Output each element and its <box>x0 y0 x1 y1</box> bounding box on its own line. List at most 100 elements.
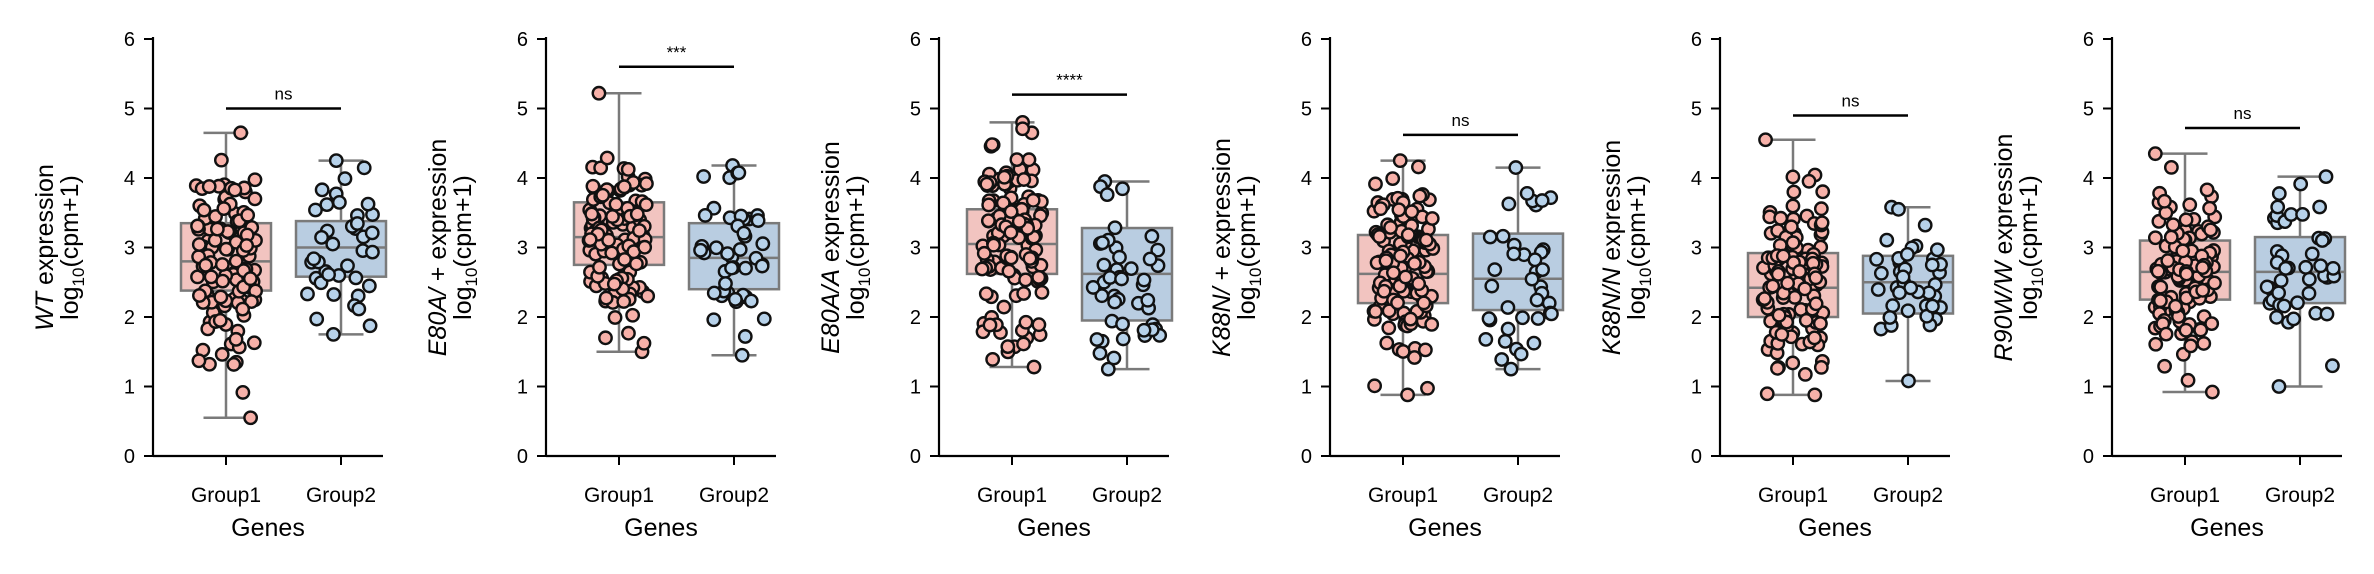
data-point <box>1786 184 1802 200</box>
data-point <box>1390 295 1405 311</box>
data-point <box>2273 273 2289 288</box>
data-point <box>1808 270 1824 286</box>
data-point <box>706 312 722 328</box>
data-point <box>1797 281 1813 297</box>
data-point <box>1808 296 1824 312</box>
data-point <box>2160 253 2176 269</box>
y-tick-label: 4 <box>1301 168 1312 190</box>
y-axis-unit-label: log10(cpm+1) <box>449 175 481 320</box>
y-tick-label: 3 <box>1301 238 1312 260</box>
data-point <box>598 330 613 346</box>
data-point <box>1404 204 1420 220</box>
data-point <box>348 270 364 286</box>
y-tick-label: 5 <box>910 99 921 121</box>
data-point <box>1385 171 1401 186</box>
data-point <box>209 221 225 237</box>
data-point <box>604 245 620 261</box>
data-point <box>1418 232 1434 248</box>
data-point <box>1500 321 1516 337</box>
data-point <box>636 335 652 351</box>
y-axis-unit-label: log10(cpm+1) <box>1233 175 1265 320</box>
data-point <box>1770 266 1786 282</box>
y-tick-label: 1 <box>517 377 528 399</box>
data-point <box>582 232 598 248</box>
data-point <box>1003 225 1019 240</box>
x-tick-label: Group1 <box>191 484 261 507</box>
data-point <box>325 236 341 252</box>
data-point <box>1797 367 1813 382</box>
data-point <box>2301 271 2317 287</box>
data-point <box>1869 251 1884 267</box>
data-point <box>738 260 753 276</box>
data-point <box>1018 314 1034 330</box>
data-point <box>1758 132 1773 148</box>
data-point <box>1107 220 1123 236</box>
data-point <box>976 245 992 261</box>
data-point <box>1381 320 1397 336</box>
y-tick-label: 0 <box>517 446 528 468</box>
data-point <box>356 160 372 176</box>
data-point <box>2157 193 2172 209</box>
data-point <box>1508 160 1524 175</box>
data-point <box>1416 295 1432 311</box>
y-tick-label: 2 <box>2083 307 2094 329</box>
data-point <box>1500 300 1516 315</box>
data-point <box>213 152 229 168</box>
data-point <box>1142 251 1158 267</box>
data-point <box>598 290 614 306</box>
y-tick-label: 1 <box>1691 377 1702 399</box>
data-point <box>1785 355 1801 371</box>
data-point <box>1106 350 1122 366</box>
data-point <box>2314 233 2330 248</box>
data-point <box>2325 260 2341 276</box>
data-point <box>1367 378 1383 394</box>
data-point <box>2276 298 2292 314</box>
data-point <box>1506 246 1522 262</box>
data-point <box>2301 285 2317 301</box>
data-point <box>621 325 636 341</box>
data-point <box>1524 271 1540 287</box>
data-point <box>1021 152 1037 168</box>
data-point <box>1929 242 1945 258</box>
data-point <box>1513 346 1529 362</box>
y-axis-unit-rest: (cpm+1) <box>56 175 84 267</box>
data-point <box>1885 298 1901 314</box>
data-point <box>2179 266 2194 282</box>
data-point <box>191 353 207 369</box>
x-tick-label: Group2 <box>2265 484 2335 507</box>
data-point <box>1000 339 1016 355</box>
data-point <box>2178 212 2194 228</box>
data-point <box>2163 160 2179 175</box>
y-tick-label: 5 <box>2083 99 2094 121</box>
y-axis-label-gene: E80A/ <box>424 285 452 356</box>
data-point <box>191 237 207 252</box>
data-point <box>190 218 205 234</box>
data-point <box>2163 229 2179 245</box>
significance-label: ns <box>1842 91 1860 110</box>
data-point <box>981 213 996 229</box>
data-point <box>1003 204 1019 220</box>
data-point <box>1140 292 1156 308</box>
data-point <box>1765 278 1781 294</box>
data-point <box>1016 172 1032 187</box>
y-tick-label: 3 <box>910 238 921 260</box>
data-point <box>314 229 329 245</box>
data-point <box>1391 202 1407 218</box>
data-point <box>608 196 624 212</box>
y-tick-label: 4 <box>910 168 921 190</box>
data-point <box>637 239 653 255</box>
data-point <box>2148 336 2164 352</box>
y-axis-unit-log: log <box>1233 286 1261 319</box>
data-point <box>2313 258 2328 274</box>
data-point <box>724 260 739 276</box>
data-point <box>593 160 609 176</box>
data-point <box>1892 285 1907 301</box>
data-point <box>340 258 355 274</box>
data-point <box>1031 269 1047 285</box>
data-point <box>218 241 234 257</box>
data-point <box>247 172 263 188</box>
y-axis-label: E80A/ + expression <box>424 139 452 357</box>
data-point <box>1407 350 1422 365</box>
